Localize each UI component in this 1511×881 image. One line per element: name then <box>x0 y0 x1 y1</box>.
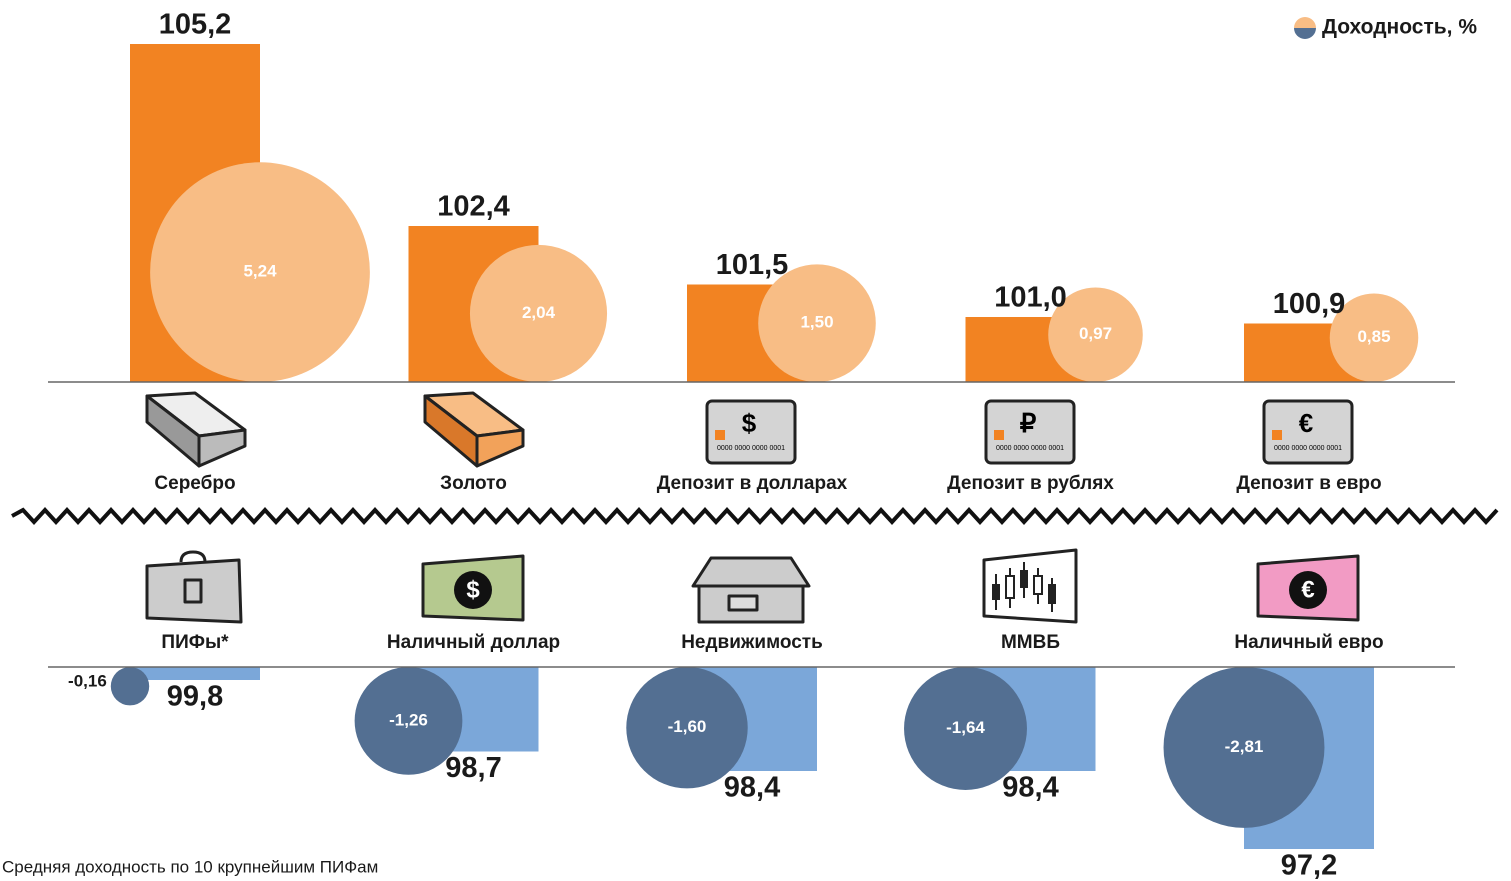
icon-card: $ 0000 0000 0000 0001 <box>707 401 795 463</box>
icon-card: ₽ 0000 0000 0000 0001 <box>986 401 1074 463</box>
value-label: 101,0 <box>994 282 1067 314</box>
category-label: ПИФы* <box>161 632 229 653</box>
chart: Доходность, % Средняя доходность по 10 к… <box>0 0 1511 881</box>
bubble-label: -2,81 <box>1225 737 1264 756</box>
icon-briefcase <box>147 552 241 622</box>
bill-symbol: $ <box>466 576 480 603</box>
bill-symbol: € <box>1301 576 1314 603</box>
legend: Доходность, % <box>1294 16 1477 39</box>
category-label: Недвижимость <box>681 632 823 653</box>
value-label: 98,7 <box>445 752 501 784</box>
value-label: 98,4 <box>1002 772 1058 804</box>
card-chip <box>715 430 725 440</box>
icon-euro-bill: € <box>1258 556 1358 620</box>
category-label: Депозит в евро <box>1236 473 1381 494</box>
icon-candles <box>984 550 1076 622</box>
icon-card: € 0000 0000 0000 0001 <box>1264 401 1352 463</box>
card-chip <box>994 430 1004 440</box>
card-symbol: € <box>1299 408 1313 438</box>
bubble <box>111 667 149 705</box>
card-number: 0000 0000 0000 0001 <box>717 445 785 452</box>
icon-silver <box>147 393 245 466</box>
category-label: ММВБ <box>1001 632 1060 653</box>
category-label: Наличный доллар <box>387 632 560 653</box>
value-label: 105,2 <box>159 9 232 41</box>
value-label: 100,9 <box>1273 288 1346 320</box>
category-label: Серебро <box>154 473 235 494</box>
footnote: Средняя доходность по 10 крупнейшим ПИФа… <box>2 857 378 876</box>
bubble-label: -1,64 <box>946 718 985 737</box>
icon-house <box>693 558 809 622</box>
bubble-label: 0,97 <box>1079 324 1112 343</box>
category-label: Наличный евро <box>1234 632 1383 653</box>
bubble-label: 1,50 <box>800 313 833 332</box>
card-number: 0000 0000 0000 0001 <box>996 445 1064 452</box>
category-label: Депозит в рублях <box>947 473 1114 494</box>
icon-gold <box>425 393 523 466</box>
bubble-label: -1,60 <box>668 717 707 736</box>
value-label: 97,2 <box>1281 850 1337 881</box>
bubble-label: 2,04 <box>522 303 556 322</box>
bubble-label: -0,16 <box>68 672 107 691</box>
category-label: Золото <box>440 473 507 494</box>
card-symbol: $ <box>742 408 757 438</box>
category-label: Депозит в долларах <box>657 473 848 494</box>
cards: $ 0000 0000 0000 0001 ₽ 0000 0000 0000 0… <box>707 401 1352 463</box>
value-label: 101,5 <box>716 249 789 281</box>
card-chip <box>1272 430 1282 440</box>
card-number: 0000 0000 0000 0001 <box>1274 445 1342 452</box>
bubble-label: -1,26 <box>389 710 428 729</box>
zigzag-separator <box>12 510 1497 522</box>
value-label: 98,4 <box>724 772 780 804</box>
legend-label: Доходность, % <box>1322 16 1477 39</box>
bubble-label: 0,85 <box>1357 327 1390 346</box>
legend-swatch-top <box>1294 17 1316 28</box>
legend-swatch-bottom <box>1294 28 1316 39</box>
value-label: 102,4 <box>437 191 510 223</box>
bubble-label: 5,24 <box>243 262 277 281</box>
value-label: 99,8 <box>167 681 223 713</box>
card-symbol: ₽ <box>1020 408 1037 438</box>
bar <box>130 667 260 680</box>
icon-dollar-bill: $ <box>423 556 523 620</box>
